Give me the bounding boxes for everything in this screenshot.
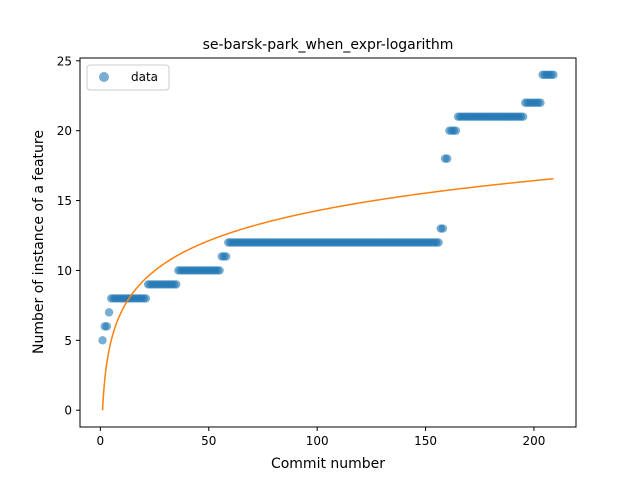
legend-marker — [99, 72, 109, 82]
y-tick-label: 25 — [57, 54, 72, 68]
fit-curve — [101, 178, 554, 411]
y-tick-label: 5 — [64, 334, 72, 348]
y-tick-label: 10 — [57, 264, 72, 278]
x-tick-label: 50 — [201, 434, 216, 448]
data-point — [102, 322, 112, 331]
x-tick-label: 100 — [306, 434, 329, 448]
y-tick-label: 0 — [64, 404, 72, 418]
chart-title: se-barsk-park_when_expr-logarithm — [203, 37, 454, 53]
y-axis-label: Number of instance of a feature — [31, 130, 47, 354]
legend-label: data — [131, 70, 158, 84]
data-point — [536, 98, 545, 107]
x-tick-label: 200 — [522, 434, 545, 448]
data-point — [172, 280, 181, 289]
axis-ticks: 0 50 100 150 200 0 5 10 15 20 25 — [57, 54, 546, 448]
axes-frame — [79, 57, 577, 428]
x-axis-label: Commit number — [271, 456, 385, 472]
data-point — [438, 224, 448, 233]
legend: data — [86, 64, 170, 91]
data-point — [451, 126, 461, 135]
x-tick-label: 150 — [414, 434, 437, 448]
data-point — [434, 238, 443, 247]
data-point — [98, 336, 107, 345]
data-point — [518, 112, 528, 121]
plot-area — [98, 70, 558, 411]
y-tick-label: 15 — [57, 194, 72, 208]
data-point — [215, 266, 224, 275]
data-point — [443, 154, 452, 163]
legend-box — [86, 64, 170, 91]
data-point — [104, 308, 114, 317]
x-tick-label: 0 — [97, 434, 105, 448]
data-point — [549, 70, 558, 79]
y-tick-label: 20 — [57, 124, 72, 138]
data-point — [141, 294, 151, 303]
data-point — [221, 252, 231, 261]
